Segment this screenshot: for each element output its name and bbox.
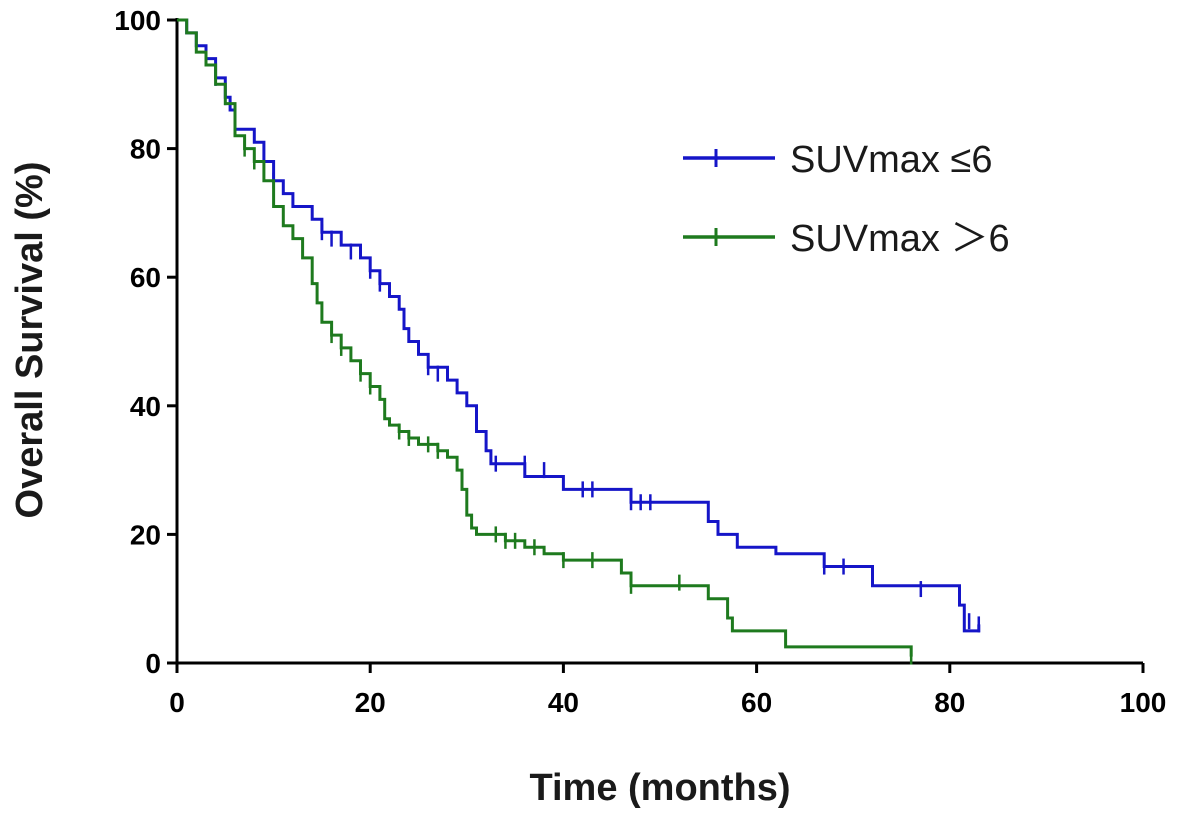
legend: SUVmax ≤6 SUVmax ＞6 <box>683 139 1010 260</box>
y-tick-label: 20 <box>130 519 161 550</box>
y-tick-label: 40 <box>130 391 161 422</box>
x-tick-label: 60 <box>741 687 772 718</box>
x-tick-label: 0 <box>169 687 185 718</box>
x-tick-label: 100 <box>1120 687 1167 718</box>
x-tick-label: 20 <box>355 687 386 718</box>
plot-series <box>177 18 981 665</box>
series-line-2 <box>177 18 913 657</box>
y-tick-label: 60 <box>130 262 161 293</box>
x-axis-title: Time (months) <box>529 767 790 809</box>
series-line-1 <box>177 18 981 633</box>
y-axis: 0 20 40 60 80 100 <box>114 5 179 679</box>
x-tick-label: 40 <box>548 687 579 718</box>
y-tick-label: 0 <box>145 648 161 679</box>
y-axis-title: Overall Survival (%) <box>9 162 51 519</box>
legend-label-1: SUVmax ≤6 <box>790 139 992 181</box>
y-tick-label: 80 <box>130 134 161 165</box>
x-axis: 0 20 40 60 80 100 <box>169 661 1167 718</box>
x-tick-label: 80 <box>934 687 965 718</box>
legend-label-2: SUVmax ＞6 <box>790 218 1010 260</box>
y-tick-label: 100 <box>114 5 161 36</box>
